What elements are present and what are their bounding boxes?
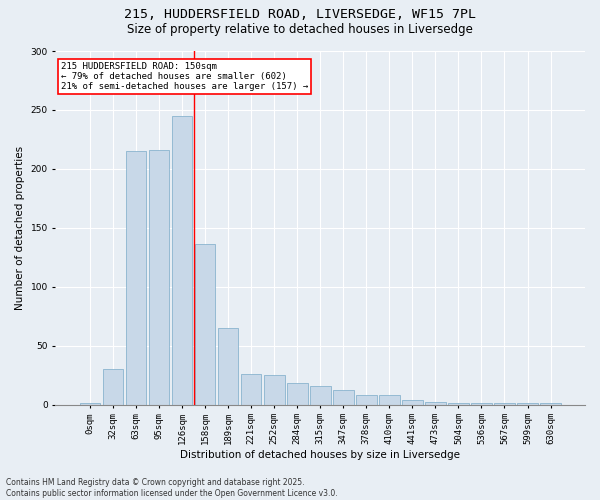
Bar [402,400,423,404]
Bar [356,395,377,404]
Text: Contains HM Land Registry data © Crown copyright and database right 2025.
Contai: Contains HM Land Registry data © Crown c… [6,478,338,498]
Text: Size of property relative to detached houses in Liversedge: Size of property relative to detached ho… [127,22,473,36]
Bar [103,369,123,404]
Text: 215, HUDDERSFIELD ROAD, LIVERSEDGE, WF15 7PL: 215, HUDDERSFIELD ROAD, LIVERSEDGE, WF15… [124,8,476,20]
Bar [194,244,215,404]
Bar [218,328,238,404]
Bar [125,151,146,405]
Bar [333,390,353,404]
Bar [172,116,193,405]
Bar [425,402,446,404]
Bar [241,374,262,404]
Bar [149,150,169,405]
X-axis label: Distribution of detached houses by size in Liversedge: Distribution of detached houses by size … [180,450,460,460]
Y-axis label: Number of detached properties: Number of detached properties [15,146,25,310]
Text: 215 HUDDERSFIELD ROAD: 150sqm
← 79% of detached houses are smaller (602)
21% of : 215 HUDDERSFIELD ROAD: 150sqm ← 79% of d… [61,62,308,92]
Bar [264,375,284,404]
Bar [379,395,400,404]
Bar [287,384,308,404]
Bar [310,386,331,404]
